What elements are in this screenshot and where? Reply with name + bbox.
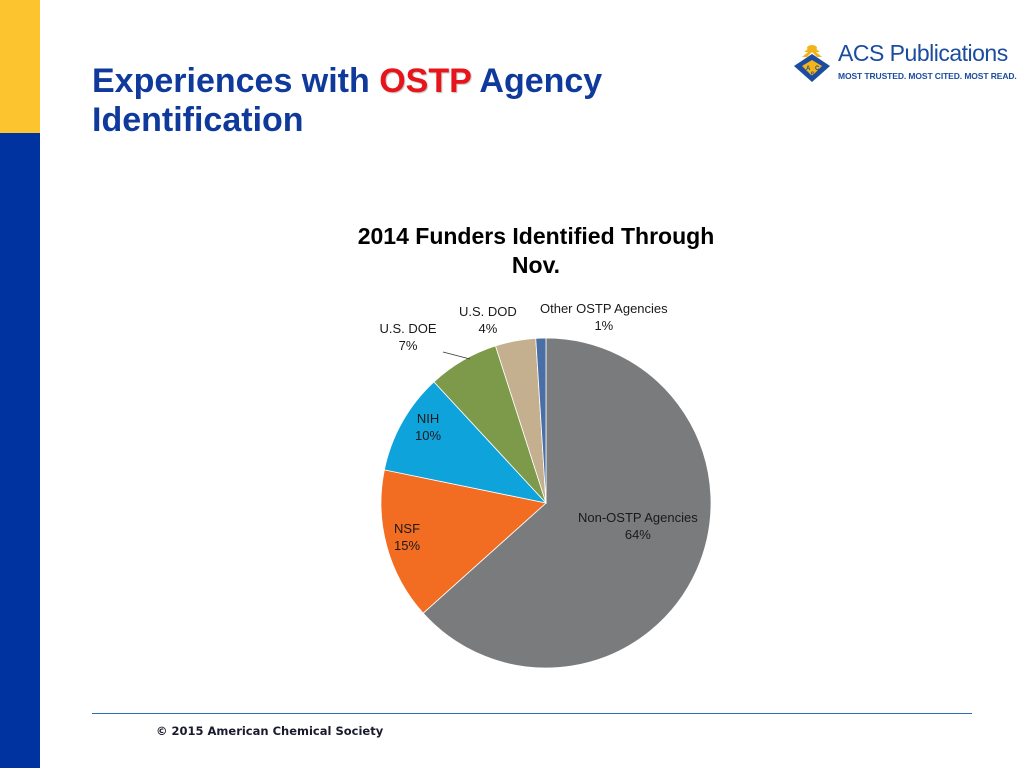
accent-bar-gold bbox=[0, 0, 40, 133]
title-highlight: OSTP bbox=[379, 62, 472, 100]
slice-label-name: Other OSTP Agencies bbox=[540, 301, 668, 316]
footer-divider bbox=[92, 713, 972, 714]
slice-label: U.S. DOE 7% bbox=[380, 320, 437, 354]
slice-label-name: NSF bbox=[394, 521, 421, 536]
footer-copyright: © 2015 American Chemical Society bbox=[156, 724, 384, 738]
leader-line bbox=[442, 351, 471, 360]
slice-label-name: NIH bbox=[416, 411, 440, 426]
slice-label-value: 15% bbox=[394, 538, 421, 553]
accent-bar-blue bbox=[0, 133, 40, 768]
slice-label-name: U.S. DOE bbox=[379, 321, 437, 336]
slice-label-value: 7% bbox=[398, 338, 418, 353]
svg-text:A: A bbox=[806, 66, 811, 72]
pie-slice-nih bbox=[383, 381, 548, 504]
title-part2: Agency Identification bbox=[92, 62, 603, 139]
slice-label-value: 4% bbox=[478, 321, 498, 336]
title-part1: Experiences with bbox=[92, 62, 380, 100]
acs-logo: A C S ACS Publications MOST TRUSTED. MOS… bbox=[790, 40, 1017, 86]
slice-label-name: U.S. DOD bbox=[459, 304, 517, 319]
slice-label: Other OSTP Agencies 1% bbox=[540, 300, 668, 334]
pie-slice-nsf bbox=[380, 469, 547, 614]
logo-name: ACS Publications bbox=[838, 40, 1008, 66]
slice-label: NIH 10% bbox=[415, 410, 441, 444]
chart-title: 2014 Funders Identified Through Nov. bbox=[357, 223, 715, 278]
svg-text:C: C bbox=[815, 66, 820, 72]
logo-tagline: MOST TRUSTED. MOST CITED. MOST READ. bbox=[838, 71, 1017, 81]
slice-label-value: 1% bbox=[594, 318, 614, 333]
slice-label: U.S. DOD 4% bbox=[459, 303, 517, 337]
slice-label-value: 64% bbox=[624, 527, 651, 542]
acs-emblem-icon: A C S bbox=[794, 45, 830, 82]
svg-text:S: S bbox=[811, 72, 815, 78]
slice-label-value: 10% bbox=[415, 428, 442, 443]
slice-label: Non-OSTP Agencies 64% bbox=[578, 509, 698, 543]
slide-title: Experiences with OSTP Agency Identificat… bbox=[92, 62, 732, 140]
slice-label-name: Non-OSTP Agencies bbox=[578, 510, 698, 525]
slice-label: NSF 15% bbox=[394, 520, 420, 554]
pie-slice-other-ostp-agencies bbox=[535, 337, 547, 504]
pie-slice-non-ostp-agencies bbox=[422, 337, 712, 669]
